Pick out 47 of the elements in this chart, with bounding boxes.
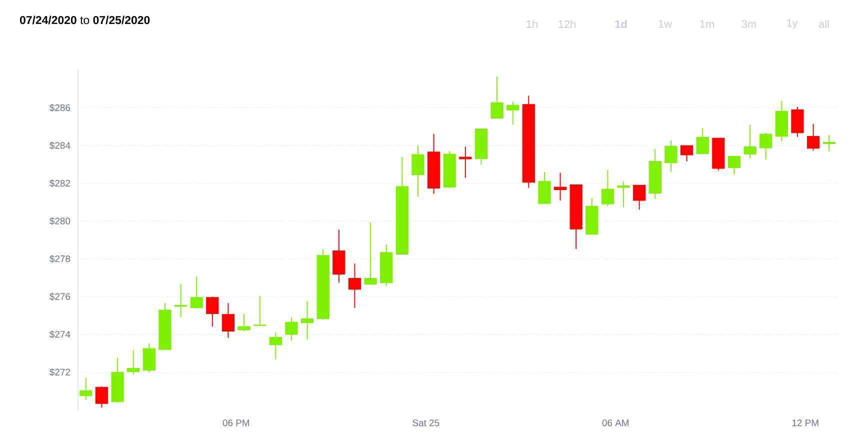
- candlestick: [254, 295, 266, 326]
- candlestick: [285, 317, 298, 341]
- candlestick: [601, 170, 614, 207]
- candlestick: [348, 262, 362, 308]
- x-tick-label: 06 AM: [602, 420, 629, 426]
- y-tick-label: $280: [50, 217, 70, 225]
- candlestick: [222, 302, 235, 338]
- candlestick: [332, 229, 346, 284]
- y-tick-label: $272: [50, 368, 70, 376]
- candlestick: [696, 128, 709, 154]
- candlestick: [617, 180, 630, 208]
- candlestick: [633, 184, 646, 210]
- candlestick: [174, 283, 188, 318]
- candlestick: [506, 101, 520, 126]
- x-tick-label: Sat 25: [412, 420, 440, 426]
- x-tick-label: 12 PM: [792, 420, 818, 426]
- candlestick: [744, 124, 756, 159]
- candlestick: [80, 378, 92, 400]
- candlestick: [95, 386, 108, 408]
- x-tick-label: 06 PM: [222, 420, 250, 426]
- candlestick: [728, 156, 741, 175]
- y-tick-label: $286: [50, 104, 70, 112]
- candlestick: [364, 222, 377, 285]
- candlestick: [269, 332, 282, 360]
- y-tick-label: $276: [50, 292, 70, 300]
- candlestick: [127, 350, 140, 376]
- y-tick-label: $274: [50, 330, 70, 338]
- candlestick: [806, 123, 820, 152]
- candlestick: [760, 132, 772, 160]
- candlestick: [791, 106, 804, 138]
- candlestick: [538, 171, 551, 204]
- chart-title: 07/24/2020 to 07/25/2020: [20, 16, 150, 24]
- candlestick: [459, 146, 472, 178]
- candlestick: [490, 76, 504, 119]
- candlestick: [142, 342, 156, 373]
- candlestick: [412, 145, 424, 198]
- candlestick: [206, 296, 219, 327]
- candlestick: [664, 140, 678, 172]
- candlestick: [680, 145, 694, 162]
- candlestick: [822, 134, 836, 152]
- candlestick: [238, 313, 250, 332]
- candlestick: [190, 276, 203, 309]
- candlestick: [554, 172, 567, 202]
- y-tick-label: $278: [50, 255, 70, 263]
- y-tick-label: $284: [50, 142, 70, 150]
- candlestick: [300, 300, 314, 340]
- y-tick-label: $282: [50, 179, 70, 188]
